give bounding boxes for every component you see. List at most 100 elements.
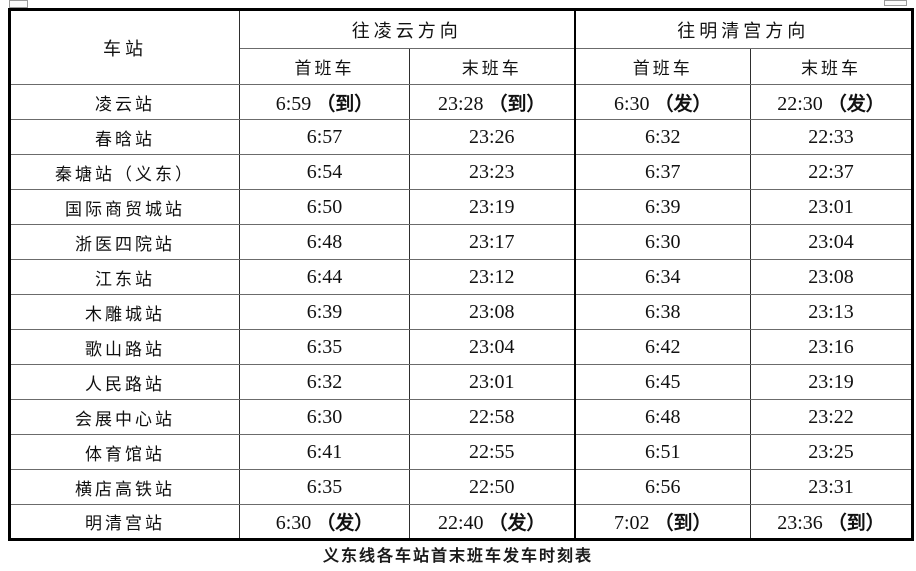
station-cell: 春晗站 (9, 119, 240, 155)
time-cell: 23:17 (409, 224, 575, 260)
time-cell: 6:35 (239, 469, 410, 505)
time-value: 23:36 (777, 512, 828, 534)
time-note: （到） (827, 513, 885, 534)
time-cell: 7:02 （到） (573, 504, 751, 540)
time-value: 22:40 (437, 512, 489, 534)
time-cell: 6:39 (239, 294, 410, 330)
time-cell: 6:32 (573, 119, 751, 155)
timetable: 车站 往凌云方向 往明清宫方向 首班车 末班车 首班车 末班车 凌云站 6:59 … (8, 8, 914, 541)
time-cell: 22:30 （发） (750, 84, 913, 120)
time-value: 6:30 (613, 92, 655, 115)
time-cell: 23:04 (409, 329, 575, 365)
time-note: （到） (316, 93, 374, 115)
station-cell: 歌山路站 (9, 329, 240, 365)
time-cell: 23:12 (409, 259, 575, 295)
station-cell: 体育馆站 (9, 434, 240, 470)
table-row: 江东站 6:44 23:12 6:34 23:08 (9, 259, 913, 295)
station-cell: 国际商贸城站 (9, 189, 240, 225)
time-cell: 23:28 （到） (409, 84, 575, 120)
time-cell: 6:34 (573, 259, 751, 295)
time-cell: 23:23 (409, 154, 575, 190)
table-row: 体育馆站 6:41 22:55 6:51 23:25 (9, 434, 913, 470)
time-cell: 6:56 (573, 469, 751, 505)
station-cell: 江东站 (9, 259, 240, 295)
time-cell: 6:59 （到） (239, 84, 410, 120)
time-value: 6:59 (275, 92, 317, 115)
time-cell: 6:30 (573, 224, 751, 260)
time-cell: 6:44 (239, 259, 410, 295)
table-row: 明清宫站 6:30 （发） 22:40 （发） 7:02 （到） 23:36 （到） (9, 504, 913, 540)
table-row: 人民路站 6:32 23:01 6:45 23:19 (9, 364, 913, 400)
time-cell: 23:01 (409, 364, 575, 400)
time-cell: 23:04 (750, 224, 913, 260)
time-cell: 23:16 (750, 329, 913, 365)
time-cell: 23:22 (750, 399, 913, 435)
subheader-lingyun-last-train: 末班车 (409, 48, 575, 85)
time-cell: 23:01 (750, 189, 913, 225)
table-row: 木雕城站 6:39 23:08 6:38 23:13 (9, 294, 913, 330)
station-cell: 横店高铁站 (9, 469, 240, 505)
time-cell: 22:55 (409, 434, 575, 470)
time-cell: 23:19 (409, 189, 575, 225)
time-cell: 6:54 (239, 154, 410, 190)
station-cell: 木雕城站 (9, 294, 240, 330)
corner-artifact-right (884, 0, 907, 6)
time-cell: 6:42 (573, 329, 751, 365)
time-cell: 6:50 (239, 189, 410, 225)
station-cell: 凌云站 (9, 84, 240, 120)
station-cell: 秦塘站（义东） (9, 154, 240, 190)
table-row: 春晗站 6:57 23:26 6:32 22:33 (9, 119, 913, 155)
time-cell: 6:48 (239, 224, 410, 260)
time-cell: 6:39 (573, 189, 751, 225)
time-value: 6:30 (275, 512, 317, 534)
time-cell: 23:26 (409, 119, 575, 155)
time-cell: 6:41 (239, 434, 410, 470)
time-cell: 6:51 (573, 434, 751, 470)
table-row: 国际商贸城站 6:50 23:19 6:39 23:01 (9, 189, 913, 225)
time-cell: 6:32 (239, 364, 410, 400)
time-cell: 22:40 （发） (409, 504, 575, 540)
time-note: （发） (488, 513, 546, 534)
table-row: 歌山路站 6:35 23:04 6:42 23:16 (9, 329, 913, 365)
time-cell: 23:13 (750, 294, 913, 330)
time-cell: 22:50 (409, 469, 575, 505)
time-cell: 6:48 (573, 399, 751, 435)
table-row: 浙医四院站 6:48 23:17 6:30 23:04 (9, 224, 913, 260)
time-value: 23:28 (437, 92, 489, 115)
direction-header-lingyun: 往凌云方向 (239, 9, 575, 49)
time-note: （到） (654, 513, 712, 534)
table-row: 秦塘站（义东） 6:54 23:23 6:37 22:37 (9, 154, 913, 190)
time-cell: 22:58 (409, 399, 575, 435)
subheader-lingyun-first-train: 首班车 (239, 48, 410, 85)
time-cell: 23:08 (750, 259, 913, 295)
time-cell: 23:08 (409, 294, 575, 330)
time-note: （发） (654, 93, 712, 115)
station-cell: 会展中心站 (9, 399, 240, 435)
time-cell: 6:38 (573, 294, 751, 330)
time-cell: 6:57 (239, 119, 410, 155)
subheader-mingqinggong-first-train: 首班车 (573, 48, 751, 85)
subheader-mingqinggong-last-train: 末班车 (750, 48, 913, 85)
time-cell: 6:37 (573, 154, 751, 190)
time-cell: 22:33 (750, 119, 913, 155)
direction-header-mingqinggong: 往明清宫方向 (573, 9, 913, 49)
time-cell: 6:45 (573, 364, 751, 400)
time-note: （发） (316, 513, 374, 534)
station-cell: 人民路站 (9, 364, 240, 400)
time-cell: 23:25 (750, 434, 913, 470)
time-cell: 23:31 (750, 469, 913, 505)
table-row: 凌云站 6:59 （到） 23:28 （到） 6:30 （发） 22:30 （发） (9, 84, 913, 120)
time-value: 7:02 (613, 512, 655, 534)
time-cell: 23:36 （到） (750, 504, 913, 540)
time-cell: 6:30 （发） (573, 84, 751, 120)
station-column-header: 车站 (9, 9, 240, 85)
time-note: （发） (827, 93, 885, 115)
station-cell: 浙医四院站 (9, 224, 240, 260)
time-note: （到） (488, 93, 546, 115)
table-caption: 义东线各车站首末班车发车时刻表 (322, 548, 593, 565)
station-cell: 明清宫站 (9, 504, 240, 540)
table-row: 会展中心站 6:30 22:58 6:48 23:22 (9, 399, 913, 435)
table-row: 横店高铁站 6:35 22:50 6:56 23:31 (9, 469, 913, 505)
timetable-body: 凌云站 6:59 （到） 23:28 （到） 6:30 （发） 22:30 （发） 春晗站… (9, 84, 913, 540)
